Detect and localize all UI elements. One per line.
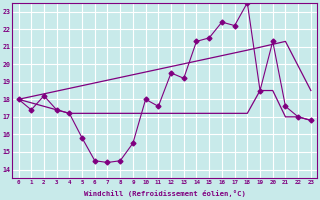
X-axis label: Windchill (Refroidissement éolien,°C): Windchill (Refroidissement éolien,°C) bbox=[84, 190, 246, 197]
